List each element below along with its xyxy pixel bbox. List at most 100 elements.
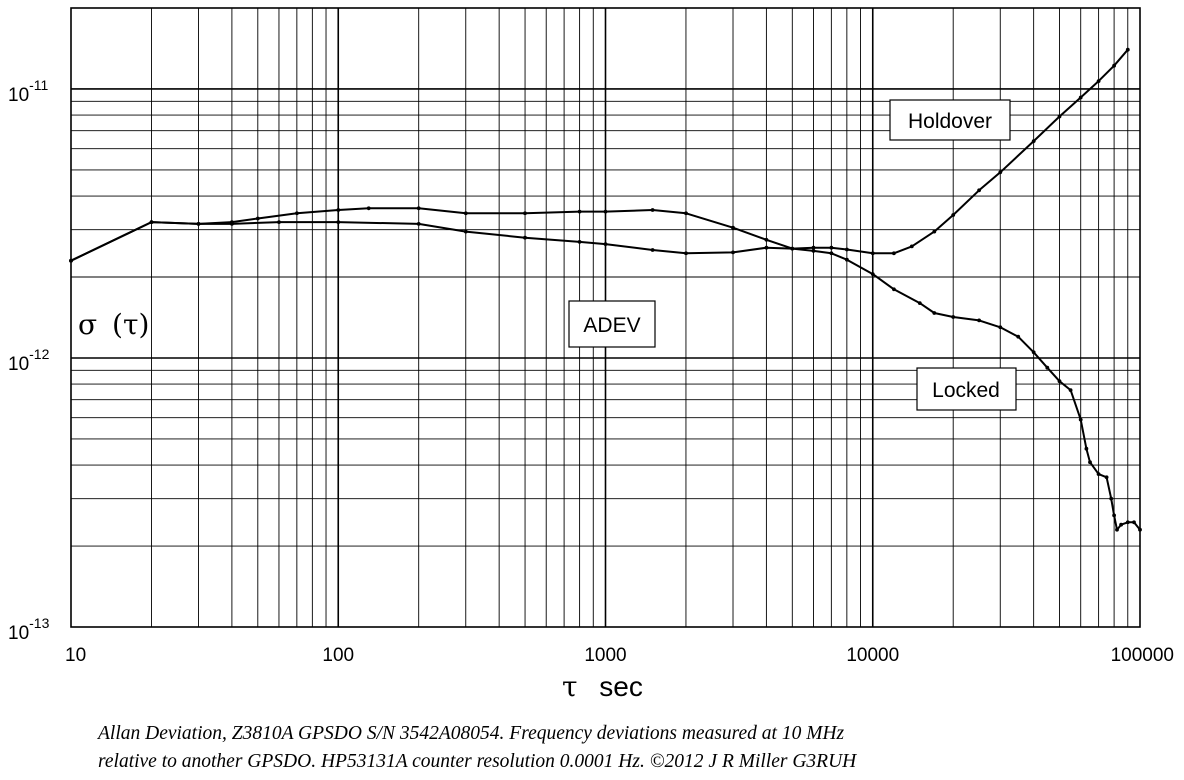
series-1-point: [336, 208, 341, 212]
series-2-point: [1112, 513, 1116, 518]
series-2-point: [196, 222, 201, 226]
series-1-point: [255, 216, 260, 221]
series-2-point: [603, 242, 608, 247]
series-2-point: [731, 250, 735, 255]
series-layer: [69, 47, 1142, 532]
series-2-point: [1057, 379, 1062, 384]
series-1-point: [523, 211, 527, 216]
y-axis-label-argument: (τ): [112, 308, 149, 341]
adev-label: ADEV: [583, 314, 640, 337]
series-2-point: [416, 222, 421, 226]
series-1-point: [829, 245, 834, 250]
x-tick-labels: 10 100 1000 10000 100000: [65, 645, 1174, 666]
series-2-point: [1132, 520, 1136, 525]
x-tick-label: 10: [65, 645, 86, 666]
series-1-point: [951, 213, 956, 217]
y-tick-label: 10-13: [8, 615, 50, 644]
series-2-point: [577, 240, 582, 244]
series-1-point: [1057, 114, 1062, 119]
allan-deviation-chart: 10 100 1000 10000 100000 10-11 10-12 10-13 σ (…: [8, 7, 1174, 703]
y-axis-label-symbol: σ: [78, 308, 97, 341]
series-1-point: [977, 188, 981, 193]
y-tick-label: 10-11: [8, 77, 49, 106]
series-1-point: [416, 206, 421, 211]
series-1-point: [811, 245, 816, 250]
series-1-point: [684, 211, 688, 216]
x-tick-label: 100: [322, 645, 354, 666]
series-2-point: [1138, 527, 1142, 532]
x-tick-label: 100000: [1111, 645, 1174, 666]
series-2-point: [1045, 365, 1050, 370]
series-2-point: [1016, 334, 1021, 339]
series-1-point: [1096, 79, 1101, 83]
series-1-point: [892, 251, 896, 256]
series-1-point: [764, 237, 769, 242]
series-1-point: [1078, 95, 1083, 100]
caption-line-1: Allan Deviation, Z3810A GPSDO S/N 3542A0…: [98, 723, 845, 744]
x-axis-label-unit: sec: [599, 671, 643, 702]
series-2-point: [829, 251, 834, 256]
series-2-point: [1104, 475, 1109, 480]
series-2-point: [463, 229, 468, 234]
series-2-point: [917, 301, 922, 305]
series-2-point: [69, 258, 73, 263]
series-2-point: [1119, 522, 1123, 527]
series-2-point: [951, 315, 956, 319]
y-axis-label: σ (τ): [78, 308, 149, 341]
series-2-point: [790, 246, 795, 251]
series-1-point: [366, 206, 371, 211]
y-tick-label: 10-12: [8, 346, 50, 375]
series-2-point: [230, 222, 234, 226]
series-2-point: [277, 220, 281, 225]
series-2-point: [149, 220, 154, 225]
series-2-point: [1109, 496, 1114, 501]
caption-line-2: relative to another GPSDO. HP53131A coun…: [98, 751, 857, 772]
plot-area-frame: [70, 7, 1141, 628]
series-2-point: [870, 272, 875, 276]
series-1-point: [845, 247, 849, 252]
series-2-point: [1115, 527, 1119, 532]
series-2-point: [1096, 472, 1101, 476]
series-2-point: [1125, 520, 1130, 525]
x-tick-label: 1000: [584, 645, 626, 666]
series-2-point: [650, 248, 655, 252]
holdover-label-box: Holdover: [889, 99, 1011, 141]
series-1-point: [731, 225, 735, 230]
adev-label-box: ADEV: [568, 300, 656, 348]
series-2-point: [1031, 350, 1036, 355]
locked-label: Locked: [932, 379, 1000, 402]
series-1-point: [1031, 139, 1036, 144]
series-2-point: [684, 251, 688, 256]
series-1-point: [295, 211, 299, 216]
holdover-label: Holdover: [908, 110, 992, 133]
series-1-line: [70, 49, 1129, 262]
series-2-point: [1068, 388, 1073, 392]
series-2-point: [892, 287, 896, 292]
series-1-point: [932, 229, 937, 234]
locked-label-box: Locked: [916, 367, 1017, 411]
series-2-point: [977, 318, 981, 323]
series-2-point: [336, 220, 341, 225]
series-2-point: [932, 311, 937, 315]
series-1-point: [998, 170, 1003, 175]
y-tick-labels: 10-11 10-12 10-13: [8, 77, 50, 644]
x-tick-label: 10000: [846, 645, 899, 666]
series-1-point: [463, 211, 468, 216]
series-2-point: [764, 245, 769, 250]
series-2-point: [1088, 460, 1092, 465]
x-axis-label-symbol: τ: [562, 670, 578, 703]
series-1-point: [909, 244, 914, 249]
series-1-point: [1112, 63, 1116, 68]
series-1-point: [650, 208, 655, 212]
series-2-point: [998, 325, 1003, 330]
series-2-point: [845, 257, 849, 262]
series-2-point: [523, 235, 527, 240]
series-2-point: [811, 249, 816, 253]
series-1-point: [577, 209, 582, 214]
series-1-point: [1125, 47, 1130, 52]
series-1-point: [603, 209, 608, 214]
series-2-point: [1078, 417, 1083, 422]
series-1-point: [870, 251, 875, 256]
series-2-point: [1084, 446, 1089, 451]
x-axis-label: τ sec: [562, 670, 643, 703]
